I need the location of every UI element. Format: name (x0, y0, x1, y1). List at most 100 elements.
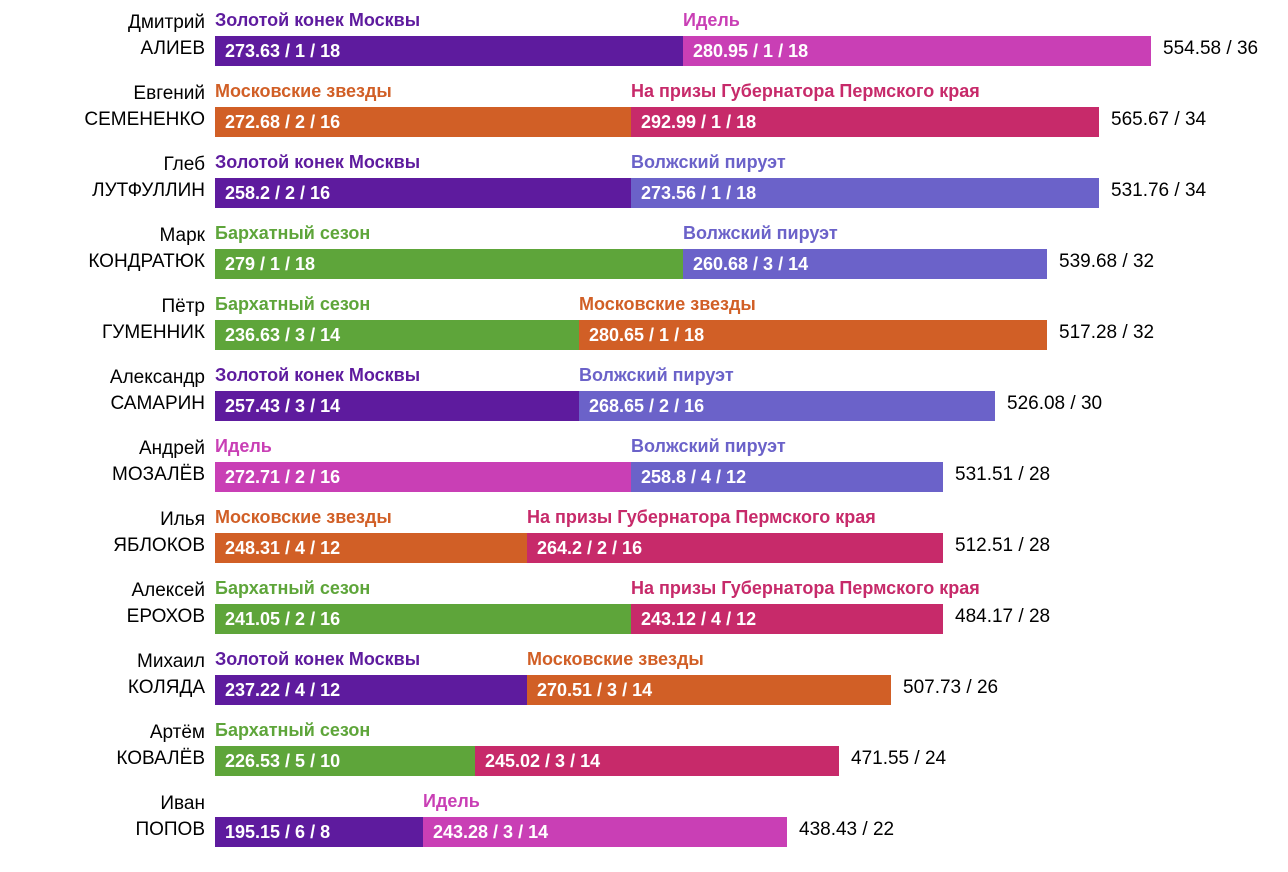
total-score-text: 507.73 / 26 (903, 677, 998, 699)
skater-last-name: МОЗАЛЁВ (30, 462, 205, 488)
segment-score-text: 257.43 / 3 / 14 (225, 396, 340, 417)
total-score-text: 539.68 / 32 (1059, 251, 1154, 273)
bars-container: 226.53 / 5 / 10Бархатный сезон245.02 / 3… (215, 720, 1258, 776)
segment-score-text: 272.68 / 2 / 16 (225, 112, 340, 133)
skater-name: АлександрСАМАРИН (30, 365, 205, 417)
bars-container: 195.15 / 6 / 8243.28 / 3 / 14Идель438.43… (215, 791, 1258, 847)
segment-score-text: 258.2 / 2 / 16 (225, 183, 330, 204)
bar-segment: 280.65 / 1 / 18 (579, 320, 1047, 350)
segment-score-text: 292.99 / 1 / 18 (641, 112, 756, 133)
skater-last-name: КОВАЛЁВ (30, 746, 205, 772)
skater-first-name: Иван (30, 791, 205, 817)
bar-segment: 272.68 / 2 / 16 (215, 107, 631, 137)
skater-first-name: Дмитрий (30, 10, 205, 36)
skater-first-name: Пётр (30, 294, 205, 320)
competition-label: Идель (423, 791, 480, 815)
segment-score-text: 258.8 / 4 / 12 (641, 467, 746, 488)
bars-container: 279 / 1 / 18 Бархатный сезон 260.68 / 3 / … (215, 223, 1258, 279)
skater-first-name: Глеб (30, 152, 205, 178)
total-score-text: 531.51 / 28 (955, 464, 1050, 486)
skater-row: МихаилКОЛЯДА 237.22 / 4 / 12 Золотой конек… (30, 649, 1258, 705)
competition-label: Золотой конек Москвы (215, 649, 420, 673)
bar-segment: 245.02 / 3 / 14 (475, 746, 839, 776)
total-score-text: 565.67 / 34 (1111, 109, 1206, 131)
skater-name: ИльяЯБЛОКОВ (30, 507, 205, 559)
skater-last-name: ЯБЛОКОВ (30, 533, 205, 559)
skater-first-name: Алексей (30, 578, 205, 604)
competition-label: Московские звезды (215, 81, 392, 105)
bar-segment: 272.71 / 2 / 16 (215, 462, 631, 492)
skater-last-name: ЕРОХОВ (30, 604, 205, 630)
skater-first-name: Александр (30, 365, 205, 391)
bar-segment: 258.8 / 4 / 12 (631, 462, 943, 492)
total-score-text: 471.55 / 24 (851, 748, 946, 770)
bar-segment: 280.95 / 1 / 18 (683, 36, 1151, 66)
segment-score-text: 226.53 / 5 / 10 (225, 751, 340, 772)
bars-container: 257.43 / 3 / 14Золотой конек Москвы268.6… (215, 365, 1258, 421)
skater-last-name: ПОПОВ (30, 817, 205, 843)
competition-label: Бархатный сезон (215, 223, 370, 247)
total-score-text: 517.28 / 32 (1059, 322, 1154, 344)
bars-container: 237.22 / 4 / 12 Золотой конек Москвы 270.5… (215, 649, 1258, 705)
skater-last-name: ГУМЕННИК (30, 320, 205, 346)
segment-score-text: 273.56 / 1 / 18 (641, 183, 756, 204)
bar-segment: 260.68 / 3 / 14 (683, 249, 1047, 279)
competition-label: На призы Губернатора Пермского края (527, 507, 876, 531)
segment-score-text: 243.28 / 3 / 14 (433, 822, 548, 843)
bar-segment: 241.05 / 2 / 16 (215, 604, 631, 634)
segment-score-text: 260.68 / 3 / 14 (693, 254, 808, 275)
skater-first-name: Михаил (30, 649, 205, 675)
bars-container: 248.31 / 4 / 12Московские звезды264.2 / … (215, 507, 1258, 563)
total-score-text: 484.17 / 28 (955, 606, 1050, 628)
bar-segment: 243.28 / 3 / 14 (423, 817, 787, 847)
competition-label: Волжский пируэт (631, 436, 786, 460)
skater-name: АндрейМОЗАЛЁВ (30, 436, 205, 488)
competition-label: Золотой конек Москвы (215, 365, 420, 389)
segment-score-text: 270.51 / 3 / 14 (537, 680, 652, 701)
competition-label: Бархатный сезон (215, 294, 370, 318)
segment-score-text: 248.31 / 4 / 12 (225, 538, 340, 559)
bar-segment: 226.53 / 5 / 10 (215, 746, 475, 776)
segment-score-text: 237.22 / 4 / 12 (225, 680, 340, 701)
segment-score-text: 264.2 / 2 / 16 (537, 538, 642, 559)
skater-row: МаркКОНДРАТЮК 279 / 1 / 18 Бархатный сезон… (30, 223, 1258, 279)
segment-score-text: 245.02 / 3 / 14 (485, 751, 600, 772)
skater-first-name: Евгений (30, 81, 205, 107)
skater-first-name: Илья (30, 507, 205, 533)
total-score-text: 531.76 / 34 (1111, 180, 1206, 202)
competition-label: Волжский пируэт (683, 223, 838, 247)
skater-row: ГлебЛУТФУЛЛИН258.2 / 2 / 16Золотой конек… (30, 152, 1258, 208)
competition-label: Бархатный сезон (215, 578, 370, 602)
segment-score-text: 243.12 / 4 / 12 (641, 609, 756, 630)
segment-score-text: 279 / 1 / 18 (225, 254, 315, 275)
bar-segment: 257.43 / 3 / 14 (215, 391, 579, 421)
bar-segment: 273.56 / 1 / 18 (631, 178, 1099, 208)
total-score-text: 554.58 / 36 (1163, 38, 1258, 60)
bar-segment: 273.63 / 1 / 18 (215, 36, 683, 66)
skater-name: ГлебЛУТФУЛЛИН (30, 152, 205, 204)
skater-row: ИванПОПОВ195.15 / 6 / 8243.28 / 3 / 14Ид… (30, 791, 1258, 847)
segment-score-text: 280.65 / 1 / 18 (589, 325, 704, 346)
bars-container: 272.71 / 2 / 16Идель258.8 / 4 / 12Волжск… (215, 436, 1258, 492)
bars-container: 273.63 / 1 / 18Золотой конек Москвы280.9… (215, 10, 1258, 66)
skater-last-name: САМАРИН (30, 391, 205, 417)
bars-container: 236.63 / 3 / 14Бархатный сезон 280.65 / 1… (215, 294, 1258, 350)
skater-name: МаркКОНДРАТЮК (30, 223, 205, 275)
bar-segment: 248.31 / 4 / 12 (215, 533, 527, 563)
skater-name: АртёмКОВАЛЁВ (30, 720, 205, 772)
bar-segment: 258.2 / 2 / 16 (215, 178, 631, 208)
competition-label: Волжский пируэт (631, 152, 786, 176)
skater-name: ЕвгенийСЕМЕНЕНКО (30, 81, 205, 133)
bars-container: 258.2 / 2 / 16Золотой конек Москвы273.56… (215, 152, 1258, 208)
bar-segment: 236.63 / 3 / 14 (215, 320, 579, 350)
skater-name: АлексейЕРОХОВ (30, 578, 205, 630)
skater-row: ЕвгенийСЕМЕНЕНКО 272.68 / 2 / 16 Московски… (30, 81, 1258, 137)
skater-last-name: КОЛЯДА (30, 675, 205, 701)
segment-score-text: 280.95 / 1 / 18 (693, 41, 808, 62)
skater-ranking-chart: ДмитрийАЛИЕВ273.63 / 1 / 18Золотой конек… (0, 0, 1288, 872)
skater-row: АлексейЕРОХОВ 241.05 / 2 / 16Бархатный се… (30, 578, 1258, 634)
skater-row: АртёмКОВАЛЁВ226.53 / 5 / 10Бархатный сез… (30, 720, 1258, 776)
skater-row: ИльяЯБЛОКОВ248.31 / 4 / 12Московские зве… (30, 507, 1258, 563)
segment-score-text: 272.71 / 2 / 16 (225, 467, 340, 488)
bar-segment: 237.22 / 4 / 12 (215, 675, 527, 705)
